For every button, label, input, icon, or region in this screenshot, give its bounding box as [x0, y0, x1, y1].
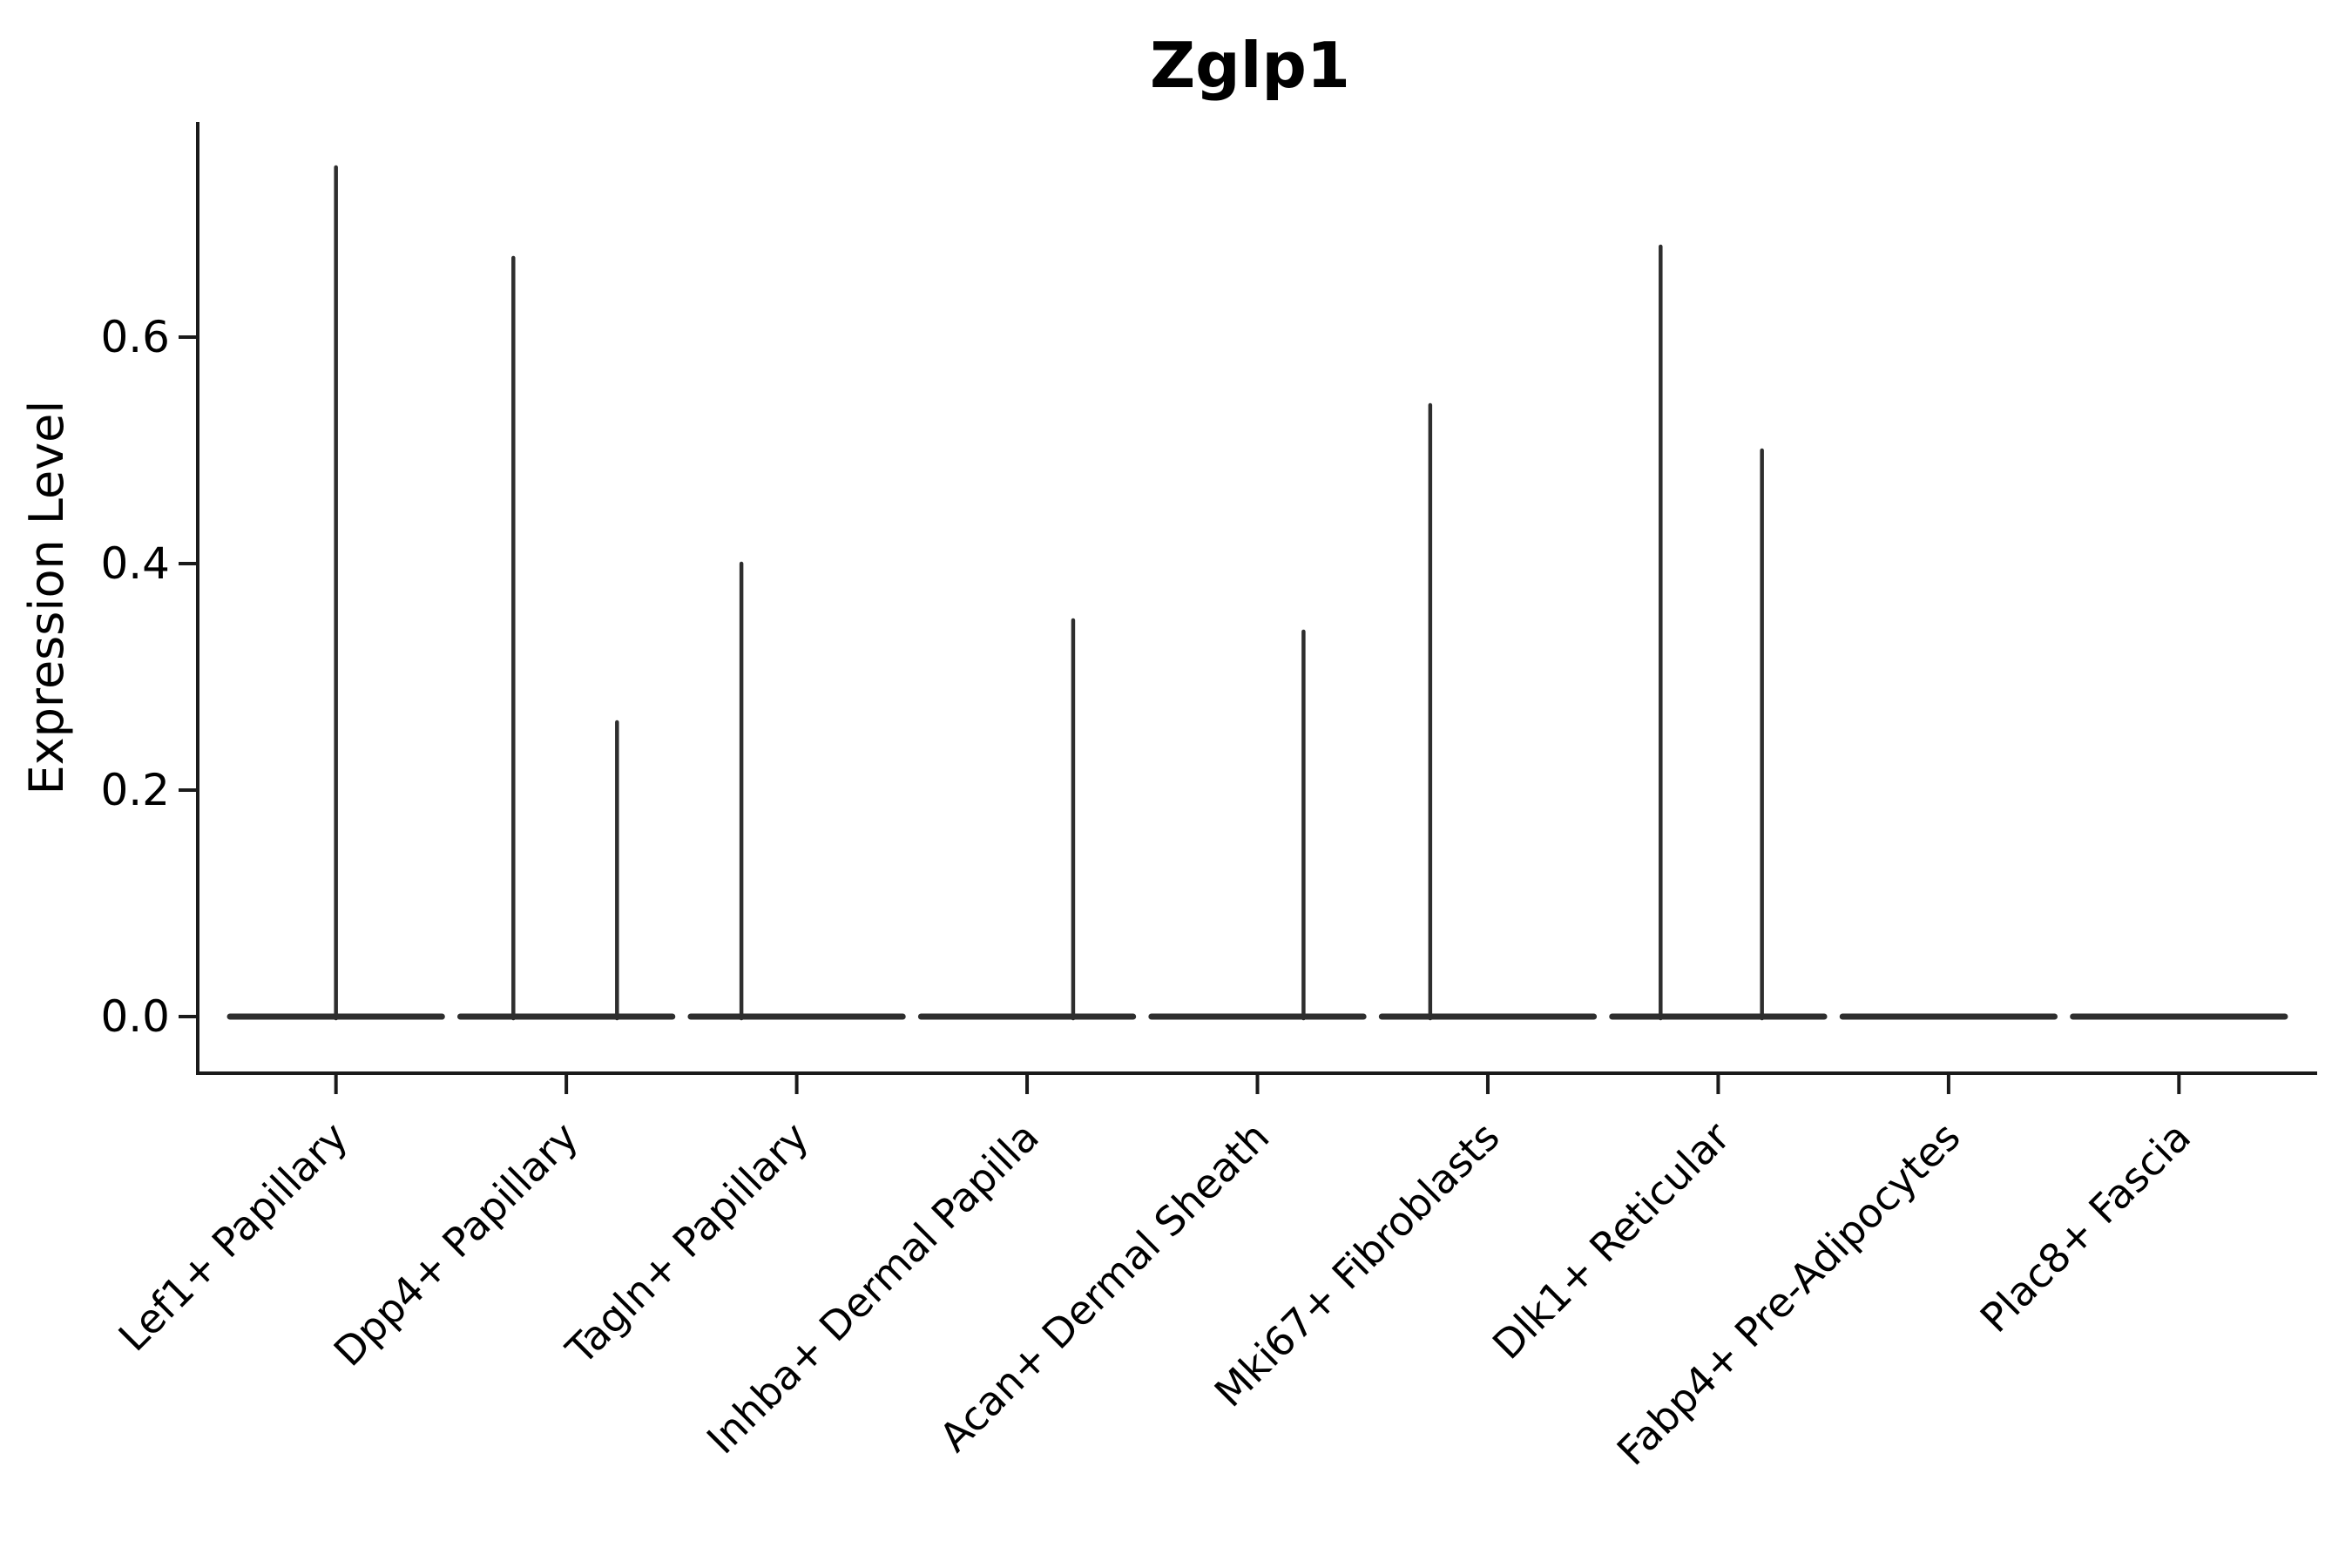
- x-tick-label: Plac8+ Fascia: [1971, 1113, 2200, 1342]
- y-tick-label: 0.6: [100, 312, 170, 362]
- violin: [1378, 402, 1598, 1021]
- x-tick-label: Lef1+ Papillary: [110, 1113, 357, 1361]
- violin: [917, 618, 1137, 1021]
- y-tick-label: 0.4: [100, 538, 170, 589]
- chart-title: Zglp1: [1150, 29, 1350, 102]
- y-axis-label: Expression Level: [19, 401, 74, 795]
- violin: [456, 255, 676, 1021]
- y-tick-label: 0.0: [100, 991, 170, 1042]
- violin: [1609, 244, 1828, 1021]
- violin: [687, 561, 906, 1021]
- violin-layer: [226, 165, 2288, 1021]
- x-tick-label: Dlk1+ Reticular: [1484, 1113, 1739, 1369]
- x-tick-label: Dpp4+ Papillary: [325, 1113, 587, 1375]
- violin: [226, 165, 445, 1021]
- x-tick-label: Tagln+ Papillary: [557, 1113, 818, 1375]
- y-tick-label: 0.2: [100, 765, 170, 815]
- violin: [1148, 629, 1367, 1021]
